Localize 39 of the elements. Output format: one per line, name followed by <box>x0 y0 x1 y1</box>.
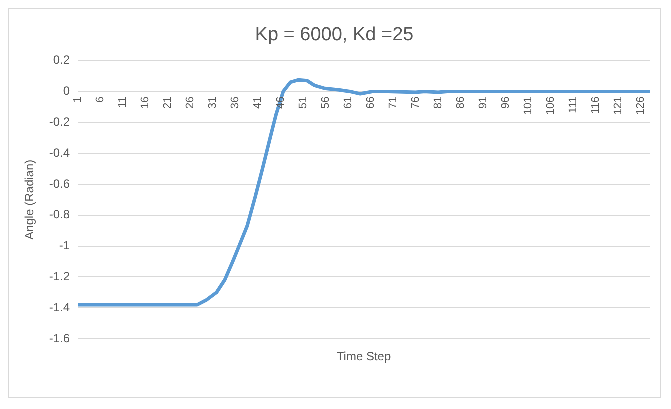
x-tick-label: 6 <box>94 96 107 103</box>
x-tick-label: 56 <box>320 96 332 109</box>
y-tick-label: -1.6 <box>49 331 70 346</box>
y-tick-label: -1 <box>59 238 70 253</box>
x-tick-label: 26 <box>184 96 197 109</box>
x-tick-label: 31 <box>207 96 220 109</box>
y-tick-label: -0.8 <box>49 208 70 222</box>
x-tick-label: 116 <box>590 96 602 114</box>
y-tick-label: -1.4 <box>49 300 70 314</box>
y-tick-label: -0.2 <box>49 114 70 129</box>
x-tick-label: 46 <box>274 96 287 109</box>
x-tick-label: 71 <box>387 96 400 109</box>
x-tick-label: 106 <box>544 96 557 116</box>
y-tick-label: -0.6 <box>49 176 70 191</box>
x-tick-label: 51 <box>297 96 310 109</box>
x-tick-label: 111 <box>567 96 580 114</box>
y-axis-title: Angle (Radian) <box>22 160 37 240</box>
y-tick-label: 0 <box>63 84 70 98</box>
x-tick-label: 11 <box>117 96 130 108</box>
x-tick-label: 101 <box>522 96 534 116</box>
x-tick-label: 1 <box>72 96 84 103</box>
y-tick-label: 0.2 <box>53 53 70 68</box>
x-tick-label: 96 <box>500 96 512 109</box>
y-tick-label: -0.4 <box>49 146 70 160</box>
y-tick-label: -1.2 <box>49 269 70 284</box>
x-tick-label: 121 <box>612 96 625 116</box>
x-tick-label: 61 <box>342 96 354 109</box>
x-tick-label: 36 <box>230 96 242 109</box>
x-tick-label: 41 <box>252 96 264 109</box>
x-tick-label: 91 <box>477 96 490 109</box>
x-tick-label: 66 <box>364 96 377 109</box>
chart-title: Kp = 6000, Kd =25 <box>255 24 414 46</box>
x-tick-label: 86 <box>454 96 467 109</box>
x-axis-title: Time Step <box>336 349 392 364</box>
x-tick-label: 76 <box>410 96 422 109</box>
x-tick-label: 16 <box>140 96 152 109</box>
x-tick-label: 126 <box>635 96 648 116</box>
x-tick-label: 21 <box>162 96 174 109</box>
x-tick-label: 81 <box>432 96 444 109</box>
